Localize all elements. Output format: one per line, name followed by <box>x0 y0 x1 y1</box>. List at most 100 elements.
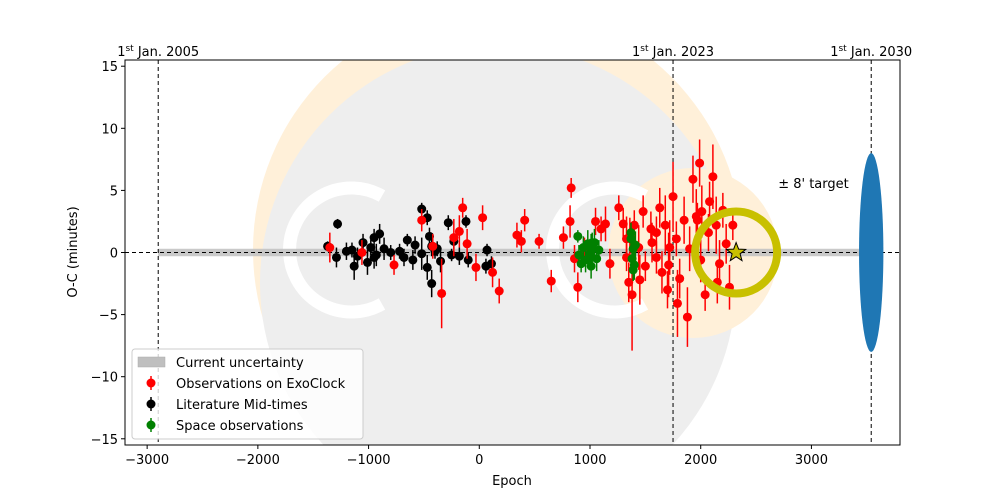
data-point <box>428 241 438 251</box>
legend-label: Current uncertainty <box>176 356 304 371</box>
data-point <box>399 252 409 262</box>
data-point <box>478 213 488 223</box>
x-tick-label: 0 <box>475 453 483 468</box>
data-point <box>581 255 591 265</box>
x-tick-label: −2000 <box>236 453 280 468</box>
legend-label: Literature Mid-times <box>176 398 308 413</box>
data-point <box>333 219 343 229</box>
data-point <box>663 285 672 295</box>
data-point <box>591 216 601 226</box>
date-marker-label: 1st Jan. 2030 <box>830 44 912 60</box>
legend-item-space: Space observations <box>146 418 304 434</box>
data-point <box>462 239 472 249</box>
data-point <box>443 218 453 228</box>
x-tick-label: 3000 <box>795 453 828 468</box>
data-point <box>695 158 705 168</box>
data-point <box>546 276 556 286</box>
data-point <box>482 245 492 255</box>
data-point <box>461 216 471 226</box>
data-point <box>605 259 615 269</box>
x-tick-label: 1000 <box>573 453 606 468</box>
data-point <box>389 260 399 270</box>
data-point <box>728 220 738 230</box>
legend-marker <box>146 420 156 430</box>
data-point <box>516 236 526 246</box>
y-tick-label: −5 <box>99 309 118 324</box>
data-point <box>721 239 731 249</box>
data-point <box>679 215 689 225</box>
legend-swatch <box>137 356 166 368</box>
uncertainty-band-rect <box>158 248 872 257</box>
data-point <box>436 256 446 266</box>
data-point <box>395 246 405 256</box>
data-point <box>488 267 498 277</box>
data-point <box>410 240 420 250</box>
date-marker-labels: 1st Jan. 2005 1st Jan. 2023 1st Jan. 2030 <box>117 44 912 60</box>
data-point <box>357 248 367 257</box>
y-tick-label: −15 <box>91 433 118 448</box>
y-axis-ticks: −15 −10 −5 0 5 10 15 <box>91 60 125 448</box>
data-point <box>651 228 661 238</box>
data-point <box>349 261 359 271</box>
data-point <box>402 235 412 245</box>
data-point <box>417 215 427 225</box>
legend-marker <box>146 399 156 409</box>
legend-item-literature: Literature Mid-times <box>146 397 308 413</box>
next-transit-ring <box>691 207 782 298</box>
data-point <box>471 262 481 272</box>
data-point <box>711 220 721 230</box>
y-tick-label: 10 <box>101 122 118 137</box>
data-point <box>358 238 368 248</box>
data-point <box>627 290 637 300</box>
data-point <box>682 312 692 322</box>
data-point <box>486 259 496 269</box>
series-literature <box>323 202 496 298</box>
data-point <box>660 220 670 230</box>
data-point <box>640 261 650 271</box>
data-point <box>362 257 372 267</box>
data-point <box>601 219 610 229</box>
data-point <box>422 262 432 272</box>
data-point <box>379 244 389 254</box>
x-tick-label: −1000 <box>347 453 391 468</box>
x-tick-label: −3000 <box>125 453 169 468</box>
data-point <box>594 245 604 255</box>
data-point <box>520 215 530 225</box>
data-point <box>651 252 661 262</box>
x-tick-label: 2000 <box>684 453 717 468</box>
data-point <box>655 203 665 213</box>
data-point <box>675 274 685 284</box>
data-point <box>635 275 645 285</box>
data-point <box>386 248 396 257</box>
data-point <box>534 236 544 246</box>
data-point <box>705 197 715 207</box>
data-point <box>573 231 583 241</box>
next-transit-star-icon <box>725 241 748 262</box>
x-axis-ticks: −3000 −2000 −1000 0 1000 2000 3000 <box>125 445 828 468</box>
target-ellipse-shape <box>859 153 884 352</box>
data-point <box>700 290 710 300</box>
data-point <box>408 255 418 265</box>
data-point <box>630 240 640 250</box>
y-tick-label: 15 <box>101 60 118 75</box>
date-marker-label: 1st Jan. 2023 <box>632 44 714 60</box>
legend-label: Space observations <box>176 419 304 434</box>
data-point <box>427 279 437 289</box>
x-axis-label: Epoch <box>492 474 532 489</box>
data-series <box>323 139 738 351</box>
target-ellipse <box>859 153 884 352</box>
legend-item-exoclock: Observations on ExoClock <box>146 376 346 392</box>
data-point <box>624 277 634 287</box>
data-point <box>447 250 457 260</box>
data-point <box>494 286 504 296</box>
data-point <box>626 228 636 238</box>
legend-marker <box>146 378 156 388</box>
legend-box <box>131 348 364 440</box>
y-tick-label: 0 <box>110 247 118 262</box>
data-point <box>375 229 385 239</box>
data-point <box>688 174 698 184</box>
data-point <box>672 298 682 308</box>
data-point <box>565 216 575 226</box>
data-point <box>668 192 678 202</box>
